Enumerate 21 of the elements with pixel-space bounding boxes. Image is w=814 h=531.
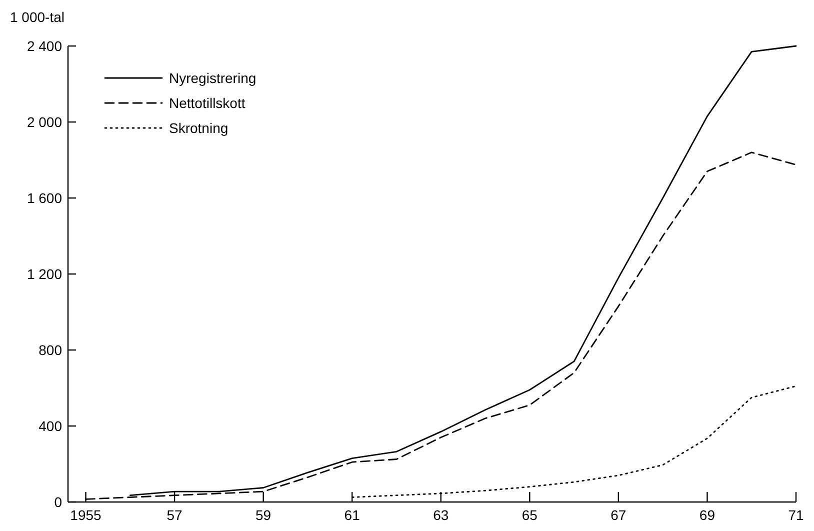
x-tick-label: 59 <box>256 507 272 523</box>
y-tick-label: 1 600 <box>26 190 62 206</box>
legend-label: Nyregistrering <box>169 70 256 86</box>
y-tick-label: 2 000 <box>26 114 62 130</box>
x-tick-label: 69 <box>699 507 716 523</box>
line-series <box>351 385 797 498</box>
x-tick-label: 71 <box>788 507 804 523</box>
x-tick-label: 61 <box>344 507 360 523</box>
y-tick-label: 0 <box>54 494 62 510</box>
y-tick-label: 2 400 <box>26 38 62 54</box>
legend-label: Skrotning <box>169 120 228 136</box>
x-tick-label: 63 <box>433 507 449 523</box>
y-tick-label: 1 200 <box>26 266 62 282</box>
x-tick-label: 1955 <box>70 507 102 523</box>
x-tick-label: 67 <box>610 507 626 523</box>
y-tick-label: 800 <box>38 342 62 358</box>
x-tick-label: 65 <box>522 507 538 523</box>
legend-label: Nettotillskott <box>169 94 246 111</box>
y-axis-title: 1 000-tal <box>10 9 64 25</box>
x-tick-label: 57 <box>166 507 183 523</box>
y-tick-label: 400 <box>38 418 62 434</box>
